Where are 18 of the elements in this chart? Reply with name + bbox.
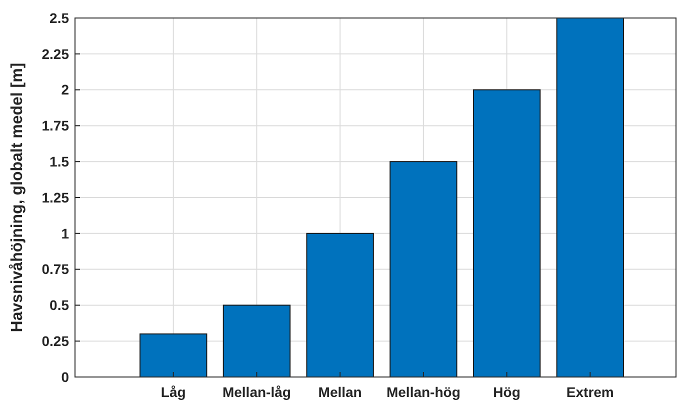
y-tick-label: 1.75 bbox=[42, 118, 70, 134]
y-tick-label: 0.5 bbox=[50, 297, 70, 314]
x-tick-label: Mellan bbox=[318, 384, 362, 400]
x-tick-label: Mellan-låg bbox=[222, 384, 291, 400]
y-tick-label: 1.25 bbox=[42, 189, 70, 206]
y-tick-label: 2 bbox=[61, 82, 70, 98]
y-tick-label: 0 bbox=[61, 368, 70, 385]
x-tick-label: Extrem bbox=[566, 384, 614, 400]
x-tick-label: Låg bbox=[160, 384, 186, 400]
x-tick-label: Hög bbox=[493, 384, 520, 400]
y-tick-label: 1 bbox=[61, 225, 70, 242]
y-axis-title: Havsnivåhöjning, globalt medel [m] bbox=[8, 62, 26, 332]
y-tick-label: 0.25 bbox=[42, 333, 70, 349]
x-tick-label: Mellan-hög bbox=[386, 384, 460, 400]
y-tick-label: 2.5 bbox=[50, 10, 70, 26]
y-tick-label: 2.25 bbox=[42, 46, 70, 62]
y-tick-label: 1.5 bbox=[50, 154, 70, 170]
y-tick-label: 0.75 bbox=[42, 261, 70, 278]
